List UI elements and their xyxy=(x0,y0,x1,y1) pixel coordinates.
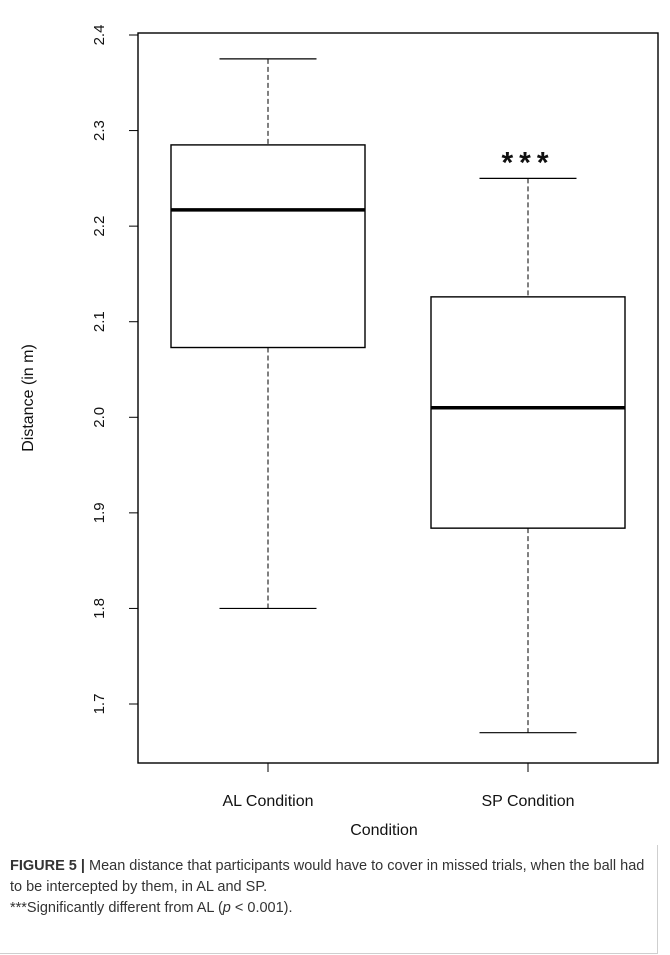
box-1 xyxy=(170,58,366,610)
caption-text: Mean distance that participants would ha… xyxy=(10,858,645,895)
y-tick-label: 1.8 xyxy=(91,598,108,619)
y-tick-label: 2.4 xyxy=(91,25,108,46)
y-tick-label: 2.0 xyxy=(91,407,108,428)
x-tick-label: AL Condition xyxy=(222,793,313,810)
x-tick-label: SP Condition xyxy=(481,793,574,810)
box-2: *** xyxy=(430,146,626,734)
caption-note-prefix: ***Significantly different from AL ( xyxy=(10,900,223,916)
caption-label: FIGURE 5 | xyxy=(10,858,85,874)
x-axis: AL Condition SP Condition xyxy=(222,763,575,810)
caption-note-p: p xyxy=(222,900,231,916)
boxplot-chart: 1.7 1.8 1.9 2.0 2.1 2.2 2.3 2.4 *** AL Conditio… xyxy=(20,25,659,839)
y-tick-label: 1.9 xyxy=(91,502,108,523)
caption-note: ***Significantly different from AL (p < … xyxy=(10,900,293,916)
y-axis: 1.7 1.8 1.9 2.0 2.1 2.2 2.3 2.4 xyxy=(91,25,138,715)
boxes: *** xyxy=(170,58,626,734)
y-tick-label: 2.1 xyxy=(91,311,108,332)
y-tick-label: 1.7 xyxy=(91,694,108,715)
x-axis-label: Condition xyxy=(350,822,418,839)
y-tick-label: 2.2 xyxy=(91,216,108,237)
box-iqr xyxy=(430,296,626,529)
figure-caption: FIGURE 5 | Mean distance that participan… xyxy=(10,856,650,919)
plot-frame xyxy=(137,32,659,764)
significance-marker: *** xyxy=(501,146,554,179)
y-tick-label: 2.3 xyxy=(91,120,108,141)
y-axis-label: Distance (in m) xyxy=(20,344,37,452)
caption-note-suffix: < 0.001). xyxy=(230,900,293,916)
box-iqr xyxy=(170,144,366,349)
figure-caption-box: FIGURE 5 | Mean distance that participan… xyxy=(0,845,658,954)
